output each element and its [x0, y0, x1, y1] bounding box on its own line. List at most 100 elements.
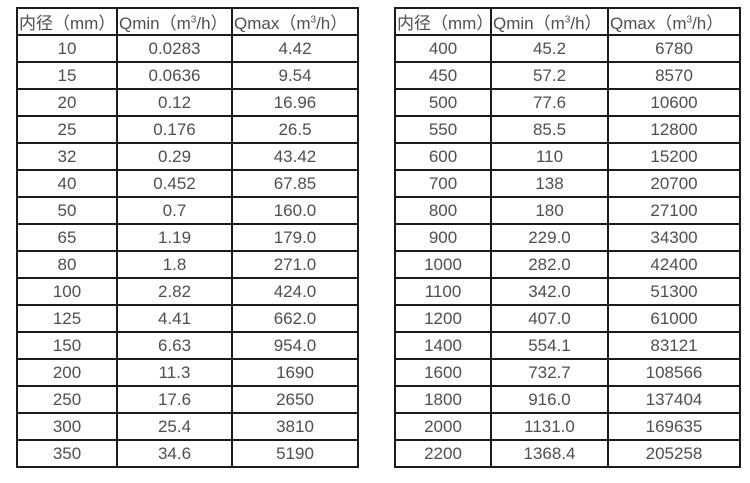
cell: 67.85 [231, 169, 359, 198]
cell: 1368.4 [490, 439, 609, 468]
table-row: 1800 916.0 137404 [394, 385, 741, 414]
cell: 1690 [231, 358, 359, 387]
cubic-superscript: 3 [190, 14, 197, 26]
cell: 40 [16, 169, 118, 198]
cell: 27100 [607, 196, 741, 225]
flow-table-left: 内径（mm） Qmin（m3/h） Qmax（m3/h） 10 0.0283 4.4… [16, 7, 359, 468]
table-row: 500 77.6 10600 [394, 88, 741, 117]
table-row: 700 138 20700 [394, 169, 741, 198]
cell: 25 [16, 115, 118, 144]
cell: 229.0 [490, 223, 609, 252]
table-row: 20 0.12 16.96 [16, 88, 359, 117]
cell: 12800 [607, 115, 741, 144]
table-row: 10 0.0283 4.42 [16, 34, 359, 63]
header-qmax: Qmax（m3/h） [607, 7, 741, 36]
table-row: 1100 342.0 51300 [394, 277, 741, 306]
cell: 15 [16, 61, 118, 90]
cell: 50 [16, 196, 118, 225]
table-row: 900 229.0 34300 [394, 223, 741, 252]
cell: 4.42 [231, 34, 359, 63]
cell: 9.54 [231, 61, 359, 90]
cell: 8570 [607, 61, 741, 90]
table-row: 100 2.82 424.0 [16, 277, 359, 306]
table-row: 1400 554.1 83121 [394, 331, 741, 360]
header-diameter: 内径（mm） [394, 7, 492, 36]
cell: 43.42 [231, 142, 359, 171]
cell: 2650 [231, 385, 359, 414]
header-qmin: Qmin（m3/h） [490, 7, 609, 36]
cell: 424.0 [231, 277, 359, 306]
cell: 900 [394, 223, 492, 252]
table-row: 65 1.19 179.0 [16, 223, 359, 252]
cell: 6780 [607, 34, 741, 63]
cell: 500 [394, 88, 492, 117]
header-qmin-prefix: Qmin（m [119, 14, 191, 33]
cell: 2.82 [116, 277, 233, 306]
cell: 32 [16, 142, 118, 171]
header-qmax: Qmax（m3/h） [231, 7, 359, 36]
header-diameter: 内径（mm） [16, 7, 118, 36]
cell: 1800 [394, 385, 492, 414]
cell: 179.0 [231, 223, 359, 252]
cell: 407.0 [490, 304, 609, 333]
cell: 16.96 [231, 88, 359, 117]
cell: 300 [16, 412, 118, 441]
header-row: 内径（mm） Qmin（m3/h） Qmax（m3/h） [16, 7, 359, 36]
table-row: 450 57.2 8570 [394, 61, 741, 90]
table-row: 1600 732.7 108566 [394, 358, 741, 387]
cell: 6.63 [116, 331, 233, 360]
cell: 662.0 [231, 304, 359, 333]
cell: 169635 [607, 412, 741, 441]
cell: 80 [16, 250, 118, 279]
table-body-left: 10 0.0283 4.42 15 0.0636 9.54 20 0.12 16.96 25 0.1… [16, 34, 359, 468]
cell: 250 [16, 385, 118, 414]
cell: 400 [394, 34, 492, 63]
header-qmin-suffix: /h） [570, 14, 602, 33]
cell: 600 [394, 142, 492, 171]
table-row: 15 0.0636 9.54 [16, 61, 359, 90]
cell: 350 [16, 439, 118, 468]
cell: 0.7 [116, 196, 233, 225]
flow-table-right: 内径（mm） Qmin（m3/h） Qmax（m3/h） 400 45.2 6780… [394, 7, 741, 468]
header-qmax-suffix: /h） [316, 14, 348, 33]
table-row: 2200 1368.4 205258 [394, 439, 741, 468]
cell: 45.2 [490, 34, 609, 63]
cell: 0.0636 [116, 61, 233, 90]
cell: 100 [16, 277, 118, 306]
cell: 1131.0 [490, 412, 609, 441]
cell: 125 [16, 304, 118, 333]
cell: 34300 [607, 223, 741, 252]
cell: 110 [490, 142, 609, 171]
flow-spec-page: 内径（mm） Qmin（m3/h） Qmax（m3/h） 10 0.0283 4.4… [16, 7, 741, 468]
table-row: 800 180 27100 [394, 196, 741, 225]
cell: 0.29 [116, 142, 233, 171]
cell: 20700 [607, 169, 741, 198]
cell: 342.0 [490, 277, 609, 306]
cell: 1000 [394, 250, 492, 279]
header-row: 内径（mm） Qmin（m3/h） Qmax（m3/h） [394, 7, 741, 36]
cell: 26.5 [231, 115, 359, 144]
cell: 271.0 [231, 250, 359, 279]
table-row: 1200 407.0 61000 [394, 304, 741, 333]
header-qmin: Qmin（m3/h） [116, 7, 233, 36]
table-row: 32 0.29 43.42 [16, 142, 359, 171]
cell: 1200 [394, 304, 492, 333]
table-row: 200 11.3 1690 [16, 358, 359, 387]
table-row: 300 25.4 3810 [16, 412, 359, 441]
table-row: 125 4.41 662.0 [16, 304, 359, 333]
table-row: 1000 282.0 42400 [394, 250, 741, 279]
table-row: 80 1.8 271.0 [16, 250, 359, 279]
cell: 550 [394, 115, 492, 144]
header-qmax-suffix: /h） [692, 14, 724, 33]
table-row: 2000 1131.0 169635 [394, 412, 741, 441]
header-qmin-prefix: Qmin（m [493, 14, 565, 33]
cubic-superscript: 3 [686, 14, 693, 26]
table-row: 25 0.176 26.5 [16, 115, 359, 144]
cell: 700 [394, 169, 492, 198]
cell: 5190 [231, 439, 359, 468]
table-row: 40 0.452 67.85 [16, 169, 359, 198]
cell: 34.6 [116, 439, 233, 468]
cell: 2200 [394, 439, 492, 468]
cell: 4.41 [116, 304, 233, 333]
cell: 1400 [394, 331, 492, 360]
